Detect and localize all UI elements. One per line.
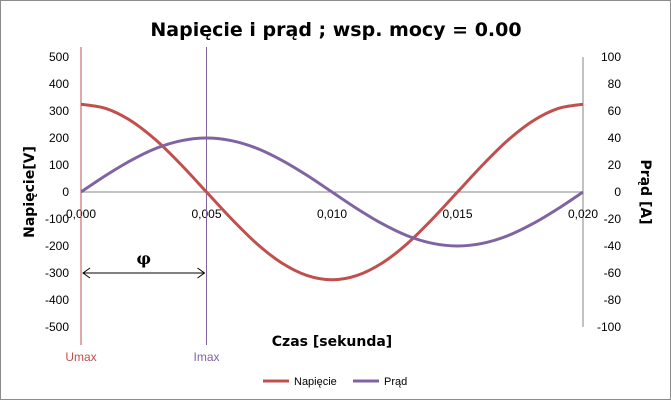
y-left-tick-label: -500 [45,320,69,334]
y-right-tick-label: 0 [614,185,621,199]
y-left-tick-label: 300 [49,104,69,118]
phase-label: φ [137,249,151,268]
x-tick-label: 0,020 [568,207,598,221]
marker-label-imax: Imax [193,350,219,364]
phase-annotation: φ [82,249,206,279]
x-tick-label: 0,010 [317,207,347,221]
x-tick-label: 0,015 [442,207,472,221]
phase-arrowhead-right [197,267,206,279]
y-right-tick-label: -100 [597,320,621,334]
y-left-tick-label: 200 [49,131,69,145]
y-right-tick-label: 100 [601,50,621,64]
y-axis-right-title: Prąd [A] [637,159,653,224]
marker-label-umax: Umax [65,350,96,364]
series-line-1 [80,136,584,248]
y-left-tick-label: 500 [49,50,69,64]
y-axis-left-title: Napięcie[V] [22,146,38,238]
chart-title: Napięcie i prąd ; wsp. mocy = 0.00 [150,19,521,41]
legend-label-0: Napięcie [294,376,337,388]
phase-arrowhead-left [82,267,91,279]
y-left-tick-label: -300 [45,266,69,280]
series-lines [80,102,584,282]
y-right-tick-label: 60 [608,104,622,118]
legend-label-1: Prąd [384,376,407,388]
y-right-tick-label: 40 [608,131,622,145]
legend: Napięcie Prąd [263,376,407,388]
y-right-tick-label: -60 [604,266,622,280]
y-left-tick-label: 0 [62,185,69,199]
x-tick-labels: 0,000 0,005 0,010 0,015 0,020 [66,207,598,221]
y-left-tick-label: 100 [49,158,69,172]
y-right-tick-label: 20 [608,158,622,172]
y-right-tick-label: 80 [608,77,622,91]
x-axis-title: Czas [sekunda] [272,334,392,350]
y-right-tick-label: -20 [604,212,622,226]
right-y-tick-labels: 100 80 60 40 20 0 -20 -40 -60 -80 -100 [597,50,621,334]
y-right-tick-label: -40 [604,239,622,253]
marker-labels: Umax Imax [65,350,219,364]
y-right-tick-label: -80 [604,293,622,307]
y-left-tick-label: 400 [49,77,69,91]
y-left-tick-label: -400 [45,293,69,307]
marker-lines [80,47,207,345]
left-y-tick-labels: 500 400 300 200 100 0 -100 -200 -300 -400 -500 [45,50,69,334]
y-left-tick-label: -100 [45,212,69,226]
y-left-tick-label: -200 [45,239,69,253]
